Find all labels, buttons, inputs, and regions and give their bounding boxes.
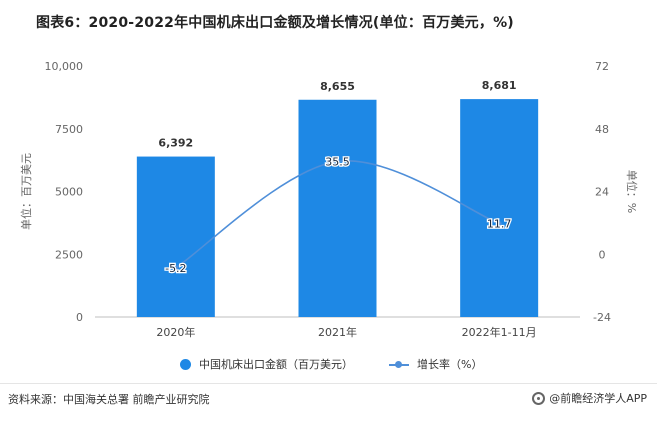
brand-label: @前瞻经济学人APP [549,392,647,405]
legend-bar-swatch [180,358,191,370]
line-layer [173,158,502,271]
bar [460,99,539,317]
x-tick-label: 2022年1-11月 [462,325,537,339]
growth-rate-point [335,158,340,164]
source-note: 资料来源：中国海关总署 前瞻产业研究院 [8,393,210,406]
brand: @前瞻经济学人APP [532,390,647,406]
legend-bar-label: 中国机床出口金额（百万美元） [199,358,353,371]
bars-layer [136,99,539,318]
labels-layer: 6,392 8,655 8,681 -5.2 35.5 11.7 [158,79,517,276]
brand-logo-icon [532,391,546,405]
y2-tick-label: 72 [595,60,609,73]
x-tick-label: 2020年 [156,325,195,339]
growth-rate-label: 35.5 [325,155,350,168]
y-tick-label: 2500 [55,248,83,261]
axes-layer: 0 2500 5000 7500 10,000 -24 0 24 48 72 单位：百万美元 单位：%… [19,60,639,339]
legend-item-bar[interactable]: 中国机床出口金额（百万美元） [180,356,353,372]
y2-tick-label: 48 [595,123,609,136]
legend-line-swatch [389,360,409,369]
growth-rate-label: 11.7 [487,218,512,231]
bar [136,156,215,317]
bar-value-label: 8,655 [320,80,355,93]
legend-item-line[interactable]: 增长率（%） [389,356,482,372]
growth-rate-point [173,265,179,271]
legend-line-label: 增长率（%） [417,358,483,371]
growth-rate-label: -5.2 [165,262,186,275]
x-tick-label: 2021年 [318,325,357,339]
y2-tick-label: 24 [595,186,609,199]
legend: 中国机床出口金额（百万美元） 增长率（%） [180,356,482,372]
bar-value-label: 8,681 [482,79,517,92]
divider [0,383,657,384]
bar [298,99,377,318]
y-tick-label: 0 [76,311,83,324]
y2-tick-label: 0 [599,248,606,261]
y-tick-label: 5000 [55,186,83,199]
y2-tick-label: -24 [593,311,611,324]
chart-title: 图表6：2020-2022年中国机床出口金额及增长情况(单位：百万美元，%) [36,15,514,31]
y2-axis-title: 单位：% [625,170,639,213]
bar-value-label: 6,392 [158,137,193,150]
growth-rate-point [496,221,502,227]
y-tick-label: 10,000 [45,60,84,73]
y-tick-label: 7500 [55,123,83,136]
y-axis-title: 单位：百万美元 [19,153,33,230]
